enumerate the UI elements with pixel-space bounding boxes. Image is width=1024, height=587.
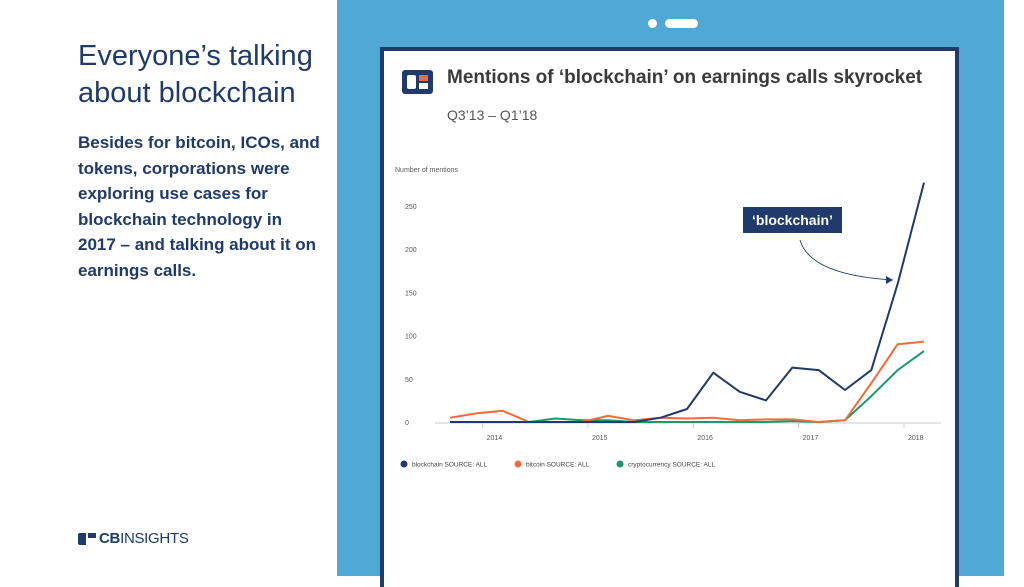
- device-camera-dot: [648, 19, 657, 28]
- blockchain-annotation-label: ‘blockchain’: [743, 207, 842, 233]
- y-tick-label: 150: [405, 290, 417, 297]
- chart-subtitle: Q3’13 – Q1’18: [447, 107, 538, 123]
- slide-title: Everyone’s talking about blockchain: [78, 40, 313, 109]
- x-tick-label: 2018: [908, 435, 924, 442]
- annotation-arrowhead: [886, 276, 893, 284]
- y-tick-label: 200: [405, 247, 417, 254]
- line-chart: Number of mentions 0 50 100 150 200 250 2014 2…: [395, 167, 941, 469]
- cb-logo-icon: [78, 532, 96, 545]
- series-line-blockchain: [450, 182, 925, 423]
- legend-marker: [616, 460, 624, 468]
- logo-wordmark: CBINSIGHTS: [99, 530, 189, 547]
- device-screen: [380, 47, 959, 587]
- chart-title: Mentions of ‘blockchain’ on earnings cal…: [447, 67, 923, 88]
- legend-marker: [400, 460, 408, 468]
- legend-label: blockchain SOURCE: ALL: [412, 462, 488, 469]
- x-tick-label: 2017: [803, 435, 819, 442]
- cb-insights-chart-icon: [402, 70, 433, 94]
- logo-light-text: INSIGHTS: [120, 530, 189, 547]
- y-tick-label: 50: [405, 377, 413, 384]
- cb-insights-logo: CBINSIGHTS: [78, 530, 189, 547]
- device-speaker-pill: [665, 19, 698, 28]
- slide-body-text: Besides for bitcoin, ICOs, and tokens, c…: [78, 133, 320, 280]
- x-tick-label: 2014: [487, 435, 503, 442]
- series-line-cryptocurrency: [450, 350, 925, 423]
- legend-marker: [514, 460, 522, 468]
- x-tick-label: 2016: [697, 435, 713, 442]
- y-axis-label: Number of mentions: [395, 167, 459, 174]
- annotation-arrow: [799, 239, 894, 281]
- legend-label: cryptocurrency SOURCE: ALL: [628, 462, 715, 469]
- logo-bold-text: CB: [99, 530, 121, 547]
- x-tick-label: 2015: [592, 435, 608, 442]
- y-tick-label: 250: [405, 204, 417, 211]
- y-tick-label: 0: [405, 420, 409, 427]
- y-tick-label: 100: [405, 334, 417, 341]
- legend-label: bitcoin SOURCE: ALL: [526, 462, 590, 469]
